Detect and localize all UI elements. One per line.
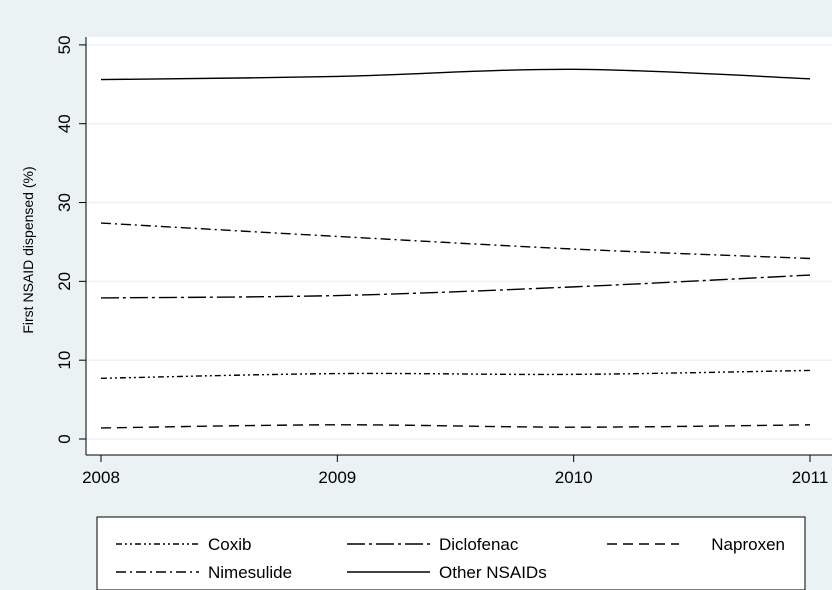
- y-tick-label: 10: [55, 351, 74, 370]
- y-tick-label: 50: [55, 35, 74, 54]
- series-line-nimesulide: [100, 222, 811, 260]
- axes: 0 10 20 30 40 50 2008 2009 2010 2011: [55, 35, 832, 487]
- legend: Coxib Diclofenac Naproxen Nimesulide Other N…: [116, 535, 785, 582]
- legend-box: [96, 516, 806, 590]
- legend-label-diclofenac: Diclofenac: [439, 535, 519, 554]
- series-lines: [100, 68, 811, 429]
- x-tick-label: 2011: [792, 468, 829, 487]
- series-line-diclofenac: [100, 274, 811, 299]
- x-tick-label: 2010: [555, 468, 593, 487]
- y-tick-label: 30: [55, 193, 74, 212]
- legend-label-naproxen: Naproxen: [711, 535, 785, 554]
- y-axis-label: First NSAID dispensed (%): [20, 166, 36, 333]
- y-tick-label: 20: [55, 272, 74, 291]
- legend-label-other-nsaids: Other NSAIDs: [439, 563, 547, 582]
- y-tick-label: 40: [55, 114, 74, 133]
- x-tick-label: 2008: [82, 468, 120, 487]
- y-tick-label: 0: [55, 434, 74, 443]
- series-line-naproxen: [100, 424, 811, 429]
- legend-label-nimesulide: Nimesulide: [208, 563, 292, 582]
- legend-label-coxib: Coxib: [208, 535, 251, 554]
- x-tick-label: 2009: [318, 468, 356, 487]
- series-line-other-nsaids: [100, 68, 811, 81]
- plot-area: [86, 37, 832, 455]
- gridlines: [86, 44, 832, 440]
